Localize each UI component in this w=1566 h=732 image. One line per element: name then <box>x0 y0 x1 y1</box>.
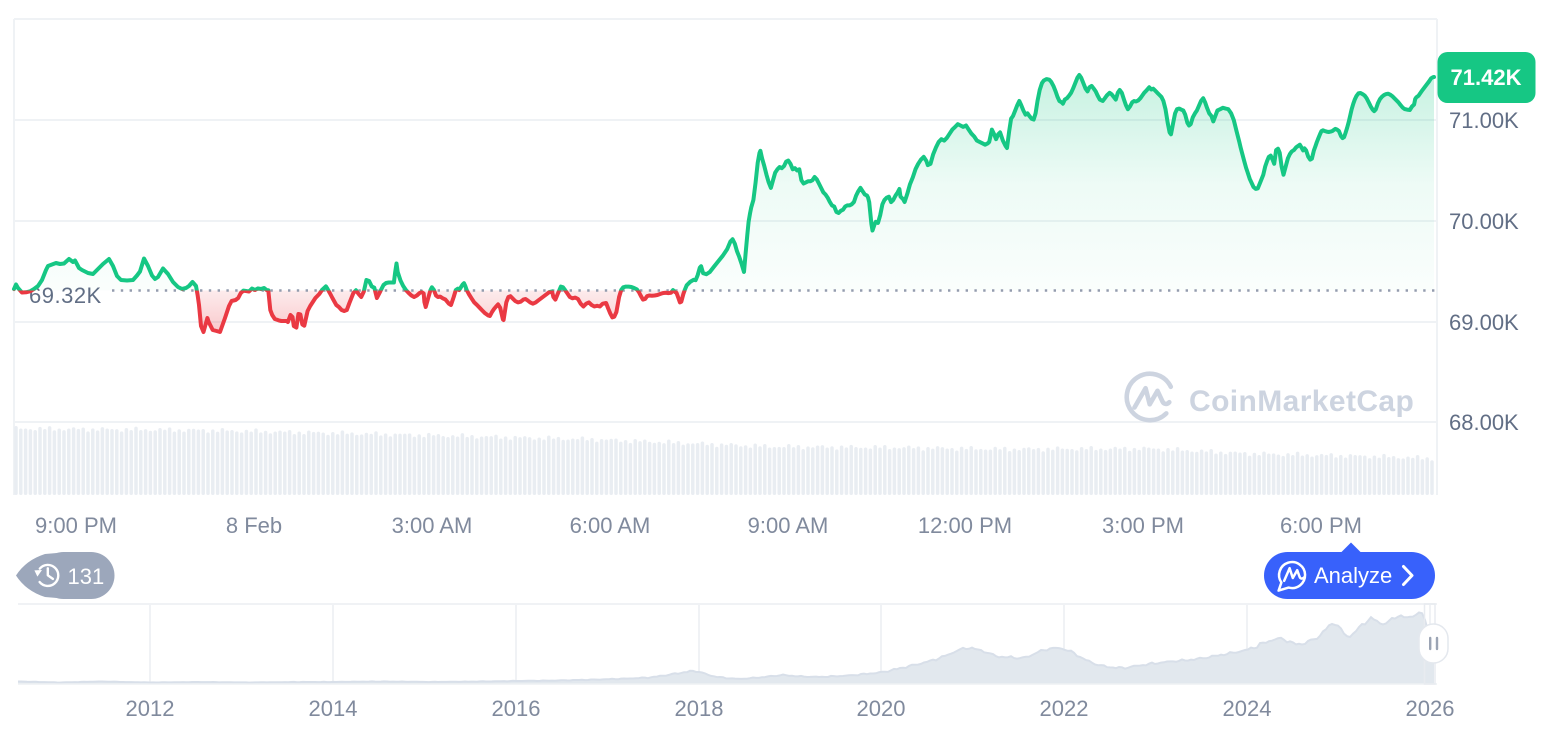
svg-text:2022: 2022 <box>1040 696 1089 721</box>
svg-text:131: 131 <box>68 564 105 589</box>
svg-text:70.00K: 70.00K <box>1449 209 1519 234</box>
svg-text:12:00 PM: 12:00 PM <box>918 513 1012 538</box>
svg-text:2018: 2018 <box>675 696 724 721</box>
svg-text:71.42K: 71.42K <box>1451 65 1522 90</box>
svg-text:71.00K: 71.00K <box>1449 108 1519 133</box>
svg-text:6:00 AM: 6:00 AM <box>570 513 651 538</box>
svg-text:2014: 2014 <box>309 696 358 721</box>
svg-text:CoinMarketCap: CoinMarketCap <box>1189 385 1414 418</box>
svg-text:9:00 PM: 9:00 PM <box>35 513 117 538</box>
svg-text:Analyze: Analyze <box>1314 563 1392 588</box>
svg-text:2024: 2024 <box>1223 696 1272 721</box>
svg-text:2020: 2020 <box>857 696 906 721</box>
svg-text:69.00K: 69.00K <box>1449 310 1519 335</box>
svg-text:2012: 2012 <box>126 696 175 721</box>
svg-text:68.00K: 68.00K <box>1449 410 1519 435</box>
svg-text:3:00 PM: 3:00 PM <box>1102 513 1184 538</box>
svg-text:8 Feb: 8 Feb <box>226 513 282 538</box>
svg-text:69.32K: 69.32K <box>29 283 102 308</box>
svg-text:2026: 2026 <box>1406 696 1455 721</box>
svg-text:9:00 AM: 9:00 AM <box>748 513 829 538</box>
svg-text:2016: 2016 <box>492 696 541 721</box>
svg-text:6:00 PM: 6:00 PM <box>1280 513 1362 538</box>
svg-text:3:00 AM: 3:00 AM <box>392 513 473 538</box>
